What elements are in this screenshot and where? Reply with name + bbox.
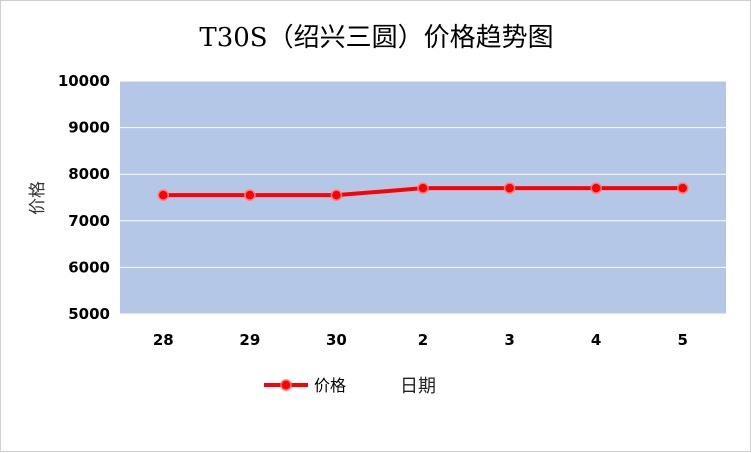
legend-label: 价格 [314, 376, 346, 395]
y-tick-labels: 5000 6000 7000 8000 9000 10000 [58, 72, 110, 323]
x-tick-label: 30 [326, 331, 347, 349]
data-point [676, 182, 689, 194]
legend: 价格 [264, 376, 346, 395]
x-tick-label: 2 [418, 331, 428, 349]
x-tick-label: 4 [591, 331, 601, 349]
data-point [503, 182, 516, 194]
x-axis-label: 日期 [400, 376, 436, 397]
x-tick-label: 28 [153, 331, 174, 349]
data-point [417, 182, 429, 194]
x-tick-label: 5 [677, 331, 687, 349]
x-tick-labels: 28 29 30 2 3 4 5 [153, 331, 688, 349]
data-point [590, 182, 602, 194]
x-tick-label: 3 [504, 331, 514, 349]
data-point [244, 189, 256, 201]
data-point [157, 189, 170, 201]
legend-marker-swatch [280, 379, 292, 391]
chart-title: T30S（绍兴三圆）价格趋势图 [199, 23, 554, 53]
y-tick-label: 5000 [68, 305, 110, 323]
y-tick-label: 8000 [68, 165, 110, 183]
y-tick-label: 10000 [58, 72, 110, 90]
data-point [330, 189, 343, 201]
y-tick-label: 7000 [68, 212, 110, 230]
gridlines [120, 80, 726, 315]
y-axis-label: 价格 [28, 181, 48, 215]
y-tick-label: 9000 [68, 119, 110, 137]
series-layer [157, 182, 689, 201]
plot-area [120, 81, 726, 314]
y-tick-label: 6000 [68, 258, 110, 276]
x-tick-label: 29 [239, 331, 260, 349]
